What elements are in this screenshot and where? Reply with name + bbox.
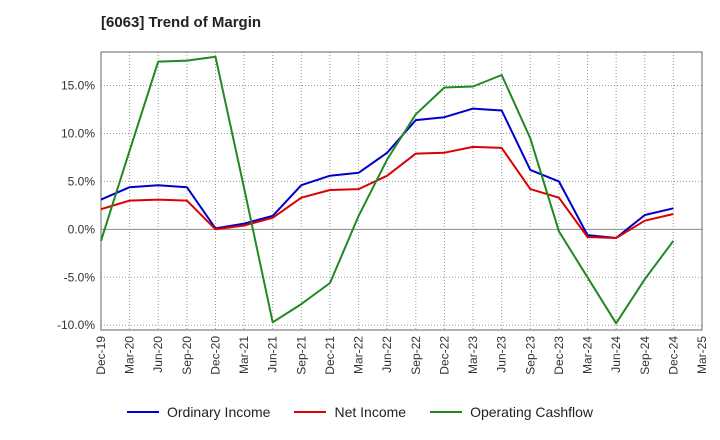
chart-title: [6063] Trend of Margin xyxy=(101,14,262,31)
x-tick-label: Jun-22 xyxy=(380,336,394,373)
legend-item-ordinary-income: Ordinary Income xyxy=(126,404,271,420)
y-tick-label: -10.0% xyxy=(57,318,95,332)
y-tick-label: 0.0% xyxy=(68,222,96,236)
x-tick-label: Mar-22 xyxy=(352,336,366,374)
x-tick-label: Dec-24 xyxy=(666,336,680,375)
y-tick-label: 10.0% xyxy=(61,126,95,140)
x-tick-label: Sep-24 xyxy=(638,336,652,375)
x-tick-label: Jun-20 xyxy=(151,336,165,373)
legend-swatch xyxy=(126,411,159,413)
x-tick-label: Sep-21 xyxy=(294,336,308,375)
x-tick-label: Mar-20 xyxy=(123,336,137,374)
y-tick-label: 15.0% xyxy=(61,79,95,93)
x-tick-label: Mar-24 xyxy=(581,336,595,374)
x-tick-label: Mar-23 xyxy=(466,336,480,374)
legend-label: Operating Cashflow xyxy=(470,404,594,420)
plot-border xyxy=(100,51,703,331)
y-tick-label: 5.0% xyxy=(68,174,96,188)
legend-item-net-income: Net Income xyxy=(294,404,406,420)
series-line-operating-cashflow xyxy=(100,55,675,325)
x-tick-label: Jun-24 xyxy=(609,336,623,373)
series-line-ordinary-income xyxy=(100,107,674,239)
legend: Ordinary Income Net Income Operating Cashf… xyxy=(0,404,720,420)
x-tick-label: Dec-23 xyxy=(552,336,566,375)
x-tick-label: Jun-21 xyxy=(266,336,280,373)
x-tick-label: Sep-22 xyxy=(409,336,423,375)
legend-item-operating-cashflow: Operating Cashflow xyxy=(430,404,593,420)
x-tick-label: Mar-21 xyxy=(237,336,251,374)
legend-swatch xyxy=(430,411,463,413)
y-tick-label: -5.0% xyxy=(64,270,96,284)
x-tick-label: Mar-25 xyxy=(695,336,709,374)
x-tick-label: Dec-22 xyxy=(437,336,451,375)
legend-label: Ordinary Income xyxy=(166,404,271,420)
x-tick-label: Dec-20 xyxy=(208,336,222,375)
axes: -10.0% -5.0% 0.0% 5.0% 10.0% 15.0% Dec-19 Mar-2… xyxy=(57,51,709,375)
series-line-net-income xyxy=(100,145,674,239)
legend-swatch xyxy=(294,411,327,413)
legend-label: Net Income xyxy=(334,404,407,420)
x-tick-label: Jun-23 xyxy=(495,336,509,373)
x-tick-label: Sep-20 xyxy=(180,336,194,375)
x-tick-label: Dec-21 xyxy=(323,336,337,375)
x-tick-label: Dec-19 xyxy=(94,336,108,375)
plot-area xyxy=(101,52,702,330)
x-tick-label: Sep-23 xyxy=(523,336,537,375)
series-lines xyxy=(100,55,675,325)
grid xyxy=(100,52,703,330)
